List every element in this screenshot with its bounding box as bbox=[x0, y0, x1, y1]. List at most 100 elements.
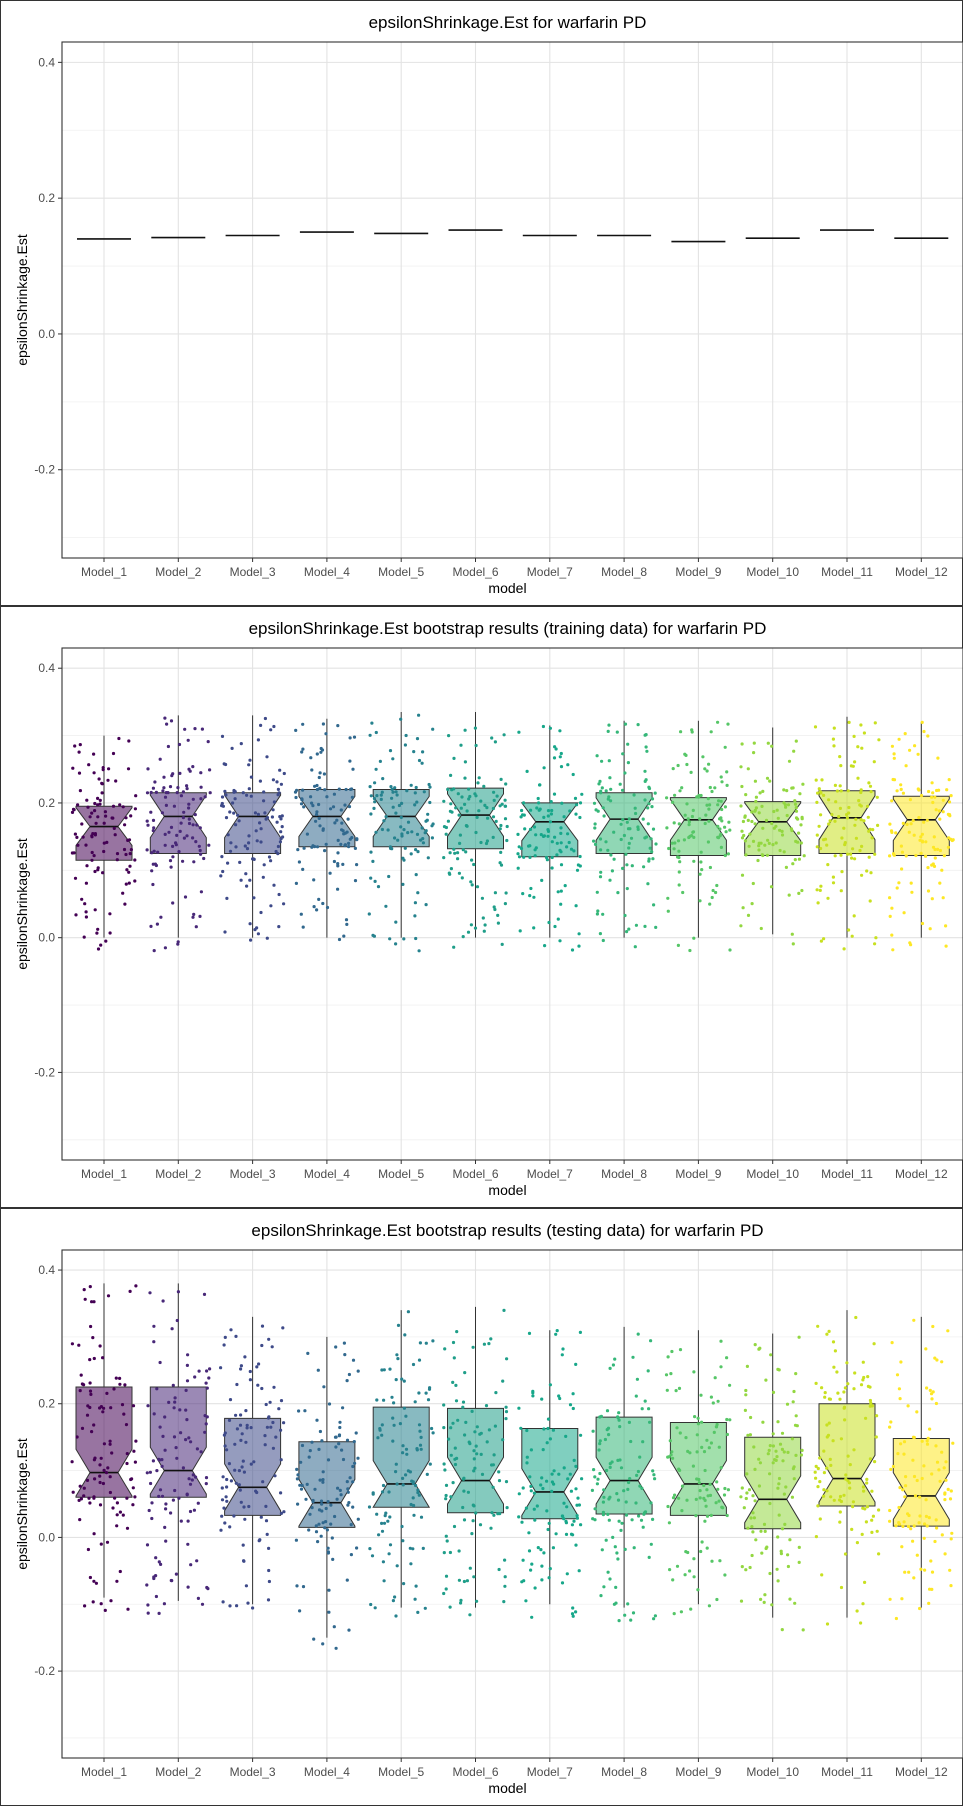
jitter-point bbox=[482, 929, 486, 933]
jitter-point bbox=[699, 850, 703, 854]
jitter-point bbox=[348, 759, 352, 763]
jitter-point bbox=[930, 795, 934, 799]
jitter-point bbox=[490, 1463, 494, 1467]
jitter-point bbox=[705, 803, 709, 807]
jitter-point bbox=[527, 1531, 531, 1535]
jitter-point bbox=[408, 1546, 412, 1550]
jitter-point bbox=[237, 819, 241, 823]
jitter-point bbox=[941, 896, 945, 900]
jitter-point bbox=[897, 1505, 901, 1510]
jitter-point bbox=[394, 942, 398, 946]
jitter-point bbox=[776, 816, 780, 820]
jitter-point bbox=[679, 730, 683, 734]
jitter-point bbox=[179, 794, 183, 798]
jitter-point bbox=[740, 836, 745, 840]
jitter-point bbox=[541, 1486, 545, 1491]
jitter-point bbox=[321, 1642, 325, 1646]
jitter-point bbox=[924, 1347, 928, 1351]
jitter-point bbox=[244, 1409, 248, 1413]
jitter-point bbox=[145, 848, 149, 852]
jitter-point bbox=[852, 1387, 856, 1391]
jitter-point bbox=[487, 1428, 491, 1432]
jitter-point bbox=[299, 802, 304, 806]
jitter-point bbox=[703, 821, 707, 826]
jitter-point bbox=[845, 813, 849, 817]
jitter-point bbox=[466, 1490, 470, 1494]
jitter-point bbox=[848, 1463, 852, 1467]
jitter-point bbox=[602, 1585, 606, 1589]
jitter-point bbox=[720, 780, 724, 784]
jitter-point bbox=[96, 815, 100, 819]
jitter-point bbox=[325, 1528, 329, 1532]
jitter-point bbox=[925, 1442, 930, 1446]
jitter-point bbox=[716, 1399, 720, 1403]
jitter-point bbox=[505, 1506, 509, 1510]
jitter-point bbox=[167, 830, 171, 834]
plot-border bbox=[61, 647, 963, 1161]
jitter-point bbox=[423, 831, 427, 835]
jitter-point bbox=[73, 832, 77, 836]
jitter-point bbox=[157, 1560, 161, 1564]
jitter-point bbox=[324, 1520, 328, 1524]
jitter-point bbox=[780, 829, 784, 834]
jitter-point bbox=[323, 788, 327, 792]
jitter-point bbox=[244, 1440, 248, 1444]
jitter-point bbox=[616, 891, 620, 895]
jitter-point bbox=[890, 744, 895, 748]
jitter-point bbox=[520, 1580, 524, 1584]
jitter-point bbox=[854, 817, 858, 821]
jitter-point bbox=[903, 1495, 907, 1499]
jitter-point bbox=[497, 1479, 502, 1483]
jitter-point bbox=[603, 1437, 608, 1442]
jitter-point bbox=[382, 1398, 386, 1402]
jitter-point bbox=[676, 763, 680, 768]
jitter-point bbox=[739, 1495, 743, 1499]
jitter-point bbox=[649, 1501, 653, 1505]
jitter-point bbox=[350, 836, 354, 840]
jitter-point bbox=[482, 784, 486, 789]
jitter-point bbox=[179, 1519, 183, 1523]
jitter-point bbox=[380, 1529, 385, 1533]
jitter-point bbox=[722, 1493, 727, 1497]
jitter-point bbox=[158, 757, 162, 761]
jitter-point bbox=[98, 1344, 102, 1348]
jitter-point bbox=[568, 809, 572, 813]
jitter-point bbox=[204, 1476, 209, 1480]
jitter-point bbox=[555, 1329, 559, 1333]
jitter-point bbox=[415, 832, 420, 837]
jitter-point bbox=[279, 782, 283, 786]
jitter-point bbox=[394, 1462, 398, 1466]
jitter-point bbox=[224, 762, 228, 767]
jitter-point bbox=[553, 835, 557, 839]
jitter-point bbox=[643, 733, 647, 737]
jitter-point bbox=[177, 1496, 181, 1500]
jitter-point bbox=[111, 751, 116, 756]
jitter-point bbox=[369, 850, 373, 854]
jitter-point bbox=[636, 1332, 640, 1336]
jitter-point bbox=[815, 800, 819, 805]
jitter-point bbox=[308, 1449, 312, 1453]
jitter-point bbox=[919, 1567, 923, 1571]
jitter-point bbox=[418, 1443, 423, 1447]
jitter-point bbox=[121, 891, 125, 895]
jitter-point bbox=[779, 1552, 784, 1556]
jitter-point bbox=[503, 804, 508, 808]
jitter-point bbox=[238, 860, 242, 865]
jitter-point bbox=[267, 1546, 271, 1550]
jitter-point bbox=[765, 776, 770, 780]
jitter-point bbox=[666, 1504, 670, 1509]
jitter-point bbox=[925, 1439, 929, 1443]
jitter-point bbox=[78, 1484, 82, 1488]
jitter-point bbox=[622, 833, 627, 838]
jitter-point bbox=[90, 1430, 94, 1434]
jitter-point bbox=[86, 805, 90, 809]
jitter-point bbox=[159, 1562, 163, 1566]
jitter-point bbox=[593, 842, 598, 847]
jitter-point bbox=[770, 1603, 774, 1607]
jitter-point bbox=[935, 1358, 939, 1362]
jitter-point bbox=[163, 716, 167, 720]
jitter-point bbox=[325, 795, 329, 799]
jitter-point bbox=[125, 1461, 129, 1466]
jitter-point bbox=[614, 1585, 618, 1589]
box bbox=[224, 1417, 282, 1516]
